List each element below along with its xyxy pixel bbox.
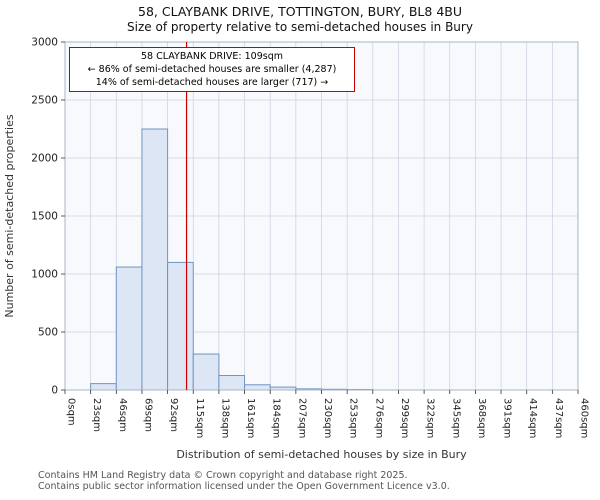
y-tick-label: 2500 <box>31 95 58 107</box>
y-tick-label: 500 <box>38 327 58 339</box>
x-tick-label: 345sqm <box>450 398 461 438</box>
x-tick-label: 322sqm <box>425 398 436 438</box>
x-tick-label: 391sqm <box>502 398 513 438</box>
y-axis-label: Number of semi-detached properties <box>3 114 16 317</box>
x-tick-label: 69sqm <box>142 398 153 432</box>
x-tick-label: 299sqm <box>399 398 410 438</box>
x-axis-label: Distribution of semi-detached houses by … <box>176 448 467 461</box>
histogram-bar <box>167 261 194 391</box>
y-tick-label: 1500 <box>31 211 58 223</box>
x-tick-label: 0sqm <box>66 398 77 426</box>
footer: Contains HM Land Registry data © Crown c… <box>38 470 598 492</box>
x-tick-label: 161sqm <box>245 398 256 438</box>
chart-title-line2: Size of property relative to semi-detach… <box>127 20 473 34</box>
histogram-bar <box>141 128 169 391</box>
x-tick-label: 115sqm <box>194 398 205 438</box>
y-tick-label: 2000 <box>31 153 58 165</box>
x-tick-label: 414sqm <box>527 398 538 438</box>
annotation-line1: 58 CLAYBANK DRIVE: 109sqm <box>141 51 283 62</box>
y-tick-label: 0 <box>51 385 58 397</box>
x-tick-label: 368sqm <box>476 398 487 438</box>
histogram-bar <box>192 353 220 391</box>
histogram-bar <box>90 383 117 391</box>
histogram-bar <box>218 375 246 391</box>
x-tick-label: 138sqm <box>219 398 230 438</box>
x-tick-label: 23sqm <box>91 398 102 432</box>
chart-title-line1: 58, CLAYBANK DRIVE, TOTTINGTON, BURY, BL… <box>138 4 462 19</box>
x-tick-label: 437sqm <box>553 398 564 438</box>
annotation-line3: 14% of semi-detached houses are larger (… <box>95 77 329 88</box>
x-tick-label: 253sqm <box>348 398 359 438</box>
histogram-bar <box>115 266 143 391</box>
marker-annotation: 58 CLAYBANK DRIVE: 109sqm ← 86% of semi-… <box>69 47 355 92</box>
x-tick-label: 230sqm <box>322 398 333 438</box>
x-tick-label: 460sqm <box>579 398 590 438</box>
y-tick-label: 1000 <box>31 269 58 281</box>
y-tick-label: 3000 <box>31 37 58 49</box>
footer-line1: Contains HM Land Registry data © Crown c… <box>38 470 408 481</box>
histogram-bar <box>244 384 271 391</box>
x-tick-label: 184sqm <box>271 398 282 438</box>
x-tick-label: 276sqm <box>373 398 384 438</box>
x-tick-label: 46sqm <box>117 398 128 432</box>
x-tick-label: 207sqm <box>296 398 307 438</box>
x-tick-label: 92sqm <box>168 398 179 432</box>
chart-title: 58, CLAYBANK DRIVE, TOTTINGTON, BURY, BL… <box>0 4 600 35</box>
footer-line2: Contains public sector information licen… <box>38 480 450 492</box>
annotation-line2: ← 86% of semi-detached houses are smalle… <box>87 64 337 75</box>
